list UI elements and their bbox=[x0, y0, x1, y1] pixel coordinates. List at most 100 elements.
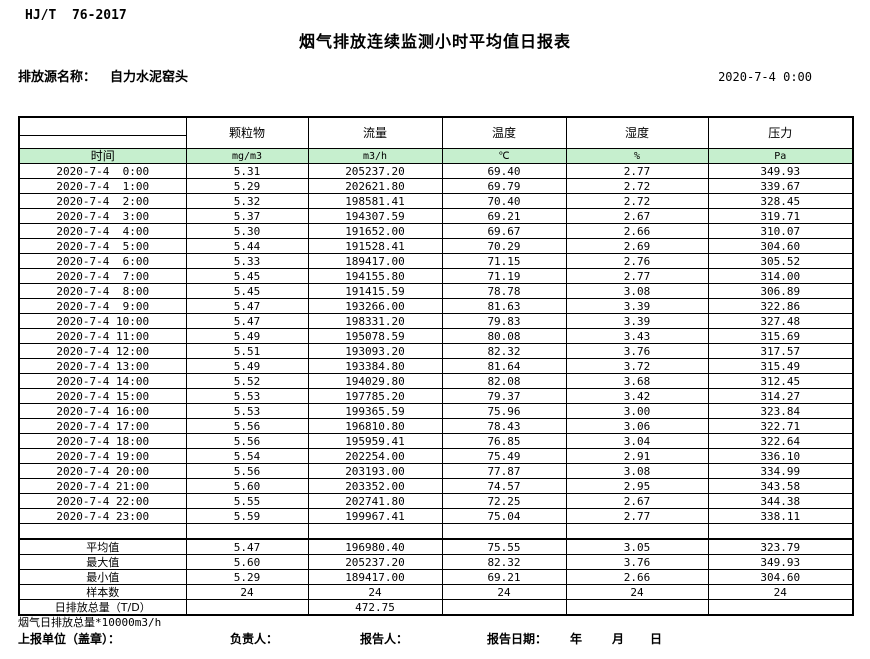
value-cell: 336.10 bbox=[707, 448, 854, 464]
table-row: 2020-7-4 0:00 5.31 205237.20 69.40 2.77 349.9… bbox=[18, 163, 854, 179]
value-cell: 191652.00 bbox=[307, 223, 443, 239]
summary-value-cell: 5.47 bbox=[185, 538, 309, 555]
value-cell: 5.54 bbox=[185, 448, 309, 464]
summary-value-cell: 205237.20 bbox=[307, 554, 443, 570]
summary-value-cell: 349.93 bbox=[707, 554, 854, 570]
value-cell: 5.51 bbox=[185, 343, 309, 359]
year-label: 年 bbox=[570, 632, 583, 646]
summary-value-cell: 189417.00 bbox=[307, 569, 443, 585]
value-cell: 339.67 bbox=[707, 178, 854, 194]
value-cell: 5.52 bbox=[185, 373, 309, 389]
footer-signature-line: 上报单位（盖章）： 负责人： 报告人： 报告日期： 年 月 日 bbox=[0, 630, 870, 646]
time-cell: 2020-7-4 6:00 bbox=[18, 253, 187, 269]
data-rows: 2020-7-4 0:00 5.31 205237.20 69.40 2.77 349.9… bbox=[18, 163, 854, 524]
value-cell: 304.60 bbox=[707, 238, 854, 254]
value-cell: 5.47 bbox=[185, 313, 309, 329]
summary-value-cell: 196980.40 bbox=[307, 538, 443, 555]
value-cell: 2.67 bbox=[565, 493, 709, 509]
value-cell: 343.58 bbox=[707, 478, 854, 494]
value-cell: 69.67 bbox=[441, 223, 567, 239]
empty-cell bbox=[185, 523, 309, 540]
table-row: 2020-7-4 16:00 5.53 199365.59 75.96 3.00 323.… bbox=[18, 403, 854, 419]
value-cell: 334.99 bbox=[707, 463, 854, 479]
value-cell: 70.29 bbox=[441, 238, 567, 254]
value-cell: 5.55 bbox=[185, 493, 309, 509]
day-label: 日 bbox=[650, 632, 663, 646]
table-row: 2020-7-4 21:00 5.60 203352.00 74.57 2.95 343.… bbox=[18, 478, 854, 494]
value-cell: 5.47 bbox=[185, 298, 309, 314]
time-cell: 2020-7-4 1:00 bbox=[18, 178, 187, 194]
value-cell: 195078.59 bbox=[307, 328, 443, 344]
value-cell: 203352.00 bbox=[307, 478, 443, 494]
summary-value-cell: 323.79 bbox=[707, 538, 854, 555]
table-head: 颗粒物 流量 温度 湿度 压力 时间 mg/m3 m3/h ℃% Pa bbox=[18, 116, 854, 164]
summary-label: 最小值 bbox=[18, 569, 187, 585]
value-cell: 75.96 bbox=[441, 403, 567, 419]
value-cell: 76.85 bbox=[441, 433, 567, 449]
value-cell: 2.91 bbox=[565, 448, 709, 464]
value-cell: 5.49 bbox=[185, 328, 309, 344]
summary-value-cell bbox=[707, 599, 854, 616]
summary-value-cell: 304.60 bbox=[707, 569, 854, 585]
summary-value-cell: 82.32 bbox=[441, 554, 567, 570]
unit-cell: % bbox=[565, 148, 709, 164]
value-cell: 5.56 bbox=[185, 418, 309, 434]
value-cell: 203193.00 bbox=[307, 463, 443, 479]
value-cell: 75.04 bbox=[441, 508, 567, 524]
value-cell: 197785.20 bbox=[307, 388, 443, 404]
value-cell: 5.60 bbox=[185, 478, 309, 494]
report-table: 颗粒物 流量 温度 湿度 压力 时间 mg/m3 m3/h ℃% Pa 2020-7-4 0:… bbox=[18, 116, 854, 616]
value-cell: 322.86 bbox=[707, 298, 854, 314]
time-cell: 2020-7-4 3:00 bbox=[18, 208, 187, 224]
summary-value-cell bbox=[565, 599, 709, 616]
value-cell: 2.72 bbox=[565, 178, 709, 194]
summary-label: 样本数 bbox=[18, 584, 187, 600]
value-cell: 71.19 bbox=[441, 268, 567, 284]
value-cell: 5.44 bbox=[185, 238, 309, 254]
summary-label: 最大值 bbox=[18, 554, 187, 570]
value-cell: 195959.41 bbox=[307, 433, 443, 449]
value-cell: 314.00 bbox=[707, 268, 854, 284]
table-row: 2020-7-4 3:00 5.37 194307.59 69.21 2.67 319.7… bbox=[18, 208, 854, 224]
value-cell: 5.49 bbox=[185, 358, 309, 374]
value-cell: 77.87 bbox=[441, 463, 567, 479]
value-cell: 312.45 bbox=[707, 373, 854, 389]
value-cell: 3.00 bbox=[565, 403, 709, 419]
summary-value-cell: 24 bbox=[707, 584, 854, 600]
value-cell: 3.39 bbox=[565, 313, 709, 329]
empty-cell bbox=[707, 523, 854, 540]
table-row: 2020-7-4 13:00 5.49 193384.80 81.64 3.72 315.… bbox=[18, 358, 854, 374]
value-cell: 3.68 bbox=[565, 373, 709, 389]
table-row: 2020-7-4 8:00 5.45 191415.59 78.78 3.08 306.8… bbox=[18, 283, 854, 299]
empty-cell bbox=[18, 523, 187, 540]
table-row: 2020-7-4 18:00 5.56 195959.41 76.85 3.04 322.… bbox=[18, 433, 854, 449]
value-cell: 74.57 bbox=[441, 478, 567, 494]
summary-value-cell: 69.21 bbox=[441, 569, 567, 585]
summary-value-cell: 2.66 bbox=[565, 569, 709, 585]
table-row: 2020-7-4 2:00 5.32 198581.41 70.40 2.72 328.4… bbox=[18, 193, 854, 209]
value-cell: 2.67 bbox=[565, 208, 709, 224]
time-cell: 2020-7-4 15:00 bbox=[18, 388, 187, 404]
value-cell: 193384.80 bbox=[307, 358, 443, 374]
value-cell: 78.43 bbox=[441, 418, 567, 434]
report-date-label: 报告日期： bbox=[487, 632, 548, 646]
value-cell: 315.69 bbox=[707, 328, 854, 344]
value-cell: 5.45 bbox=[185, 283, 309, 299]
table-row: 2020-7-4 6:00 5.33 189417.00 71.15 2.76 305.5… bbox=[18, 253, 854, 269]
time-cell: 2020-7-4 16:00 bbox=[18, 403, 187, 419]
value-cell: 202741.80 bbox=[307, 493, 443, 509]
value-cell: 328.45 bbox=[707, 193, 854, 209]
time-cell: 2020-7-4 23:00 bbox=[18, 508, 187, 524]
value-cell: 344.38 bbox=[707, 493, 854, 509]
value-cell: 5.32 bbox=[185, 193, 309, 209]
value-cell: 5.56 bbox=[185, 433, 309, 449]
table-row: 2020-7-4 22:00 5.55 202741.80 72.25 2.67 344.… bbox=[18, 493, 854, 509]
source-name: 自力水泥窑头 bbox=[110, 70, 189, 85]
value-cell: 5.53 bbox=[185, 388, 309, 404]
time-cell: 2020-7-4 12:00 bbox=[18, 343, 187, 359]
value-cell: 5.45 bbox=[185, 268, 309, 284]
value-cell: 305.52 bbox=[707, 253, 854, 269]
column-header: 湿度 bbox=[565, 116, 709, 149]
unit-cell: Pa bbox=[707, 148, 854, 164]
value-cell: 199967.41 bbox=[307, 508, 443, 524]
